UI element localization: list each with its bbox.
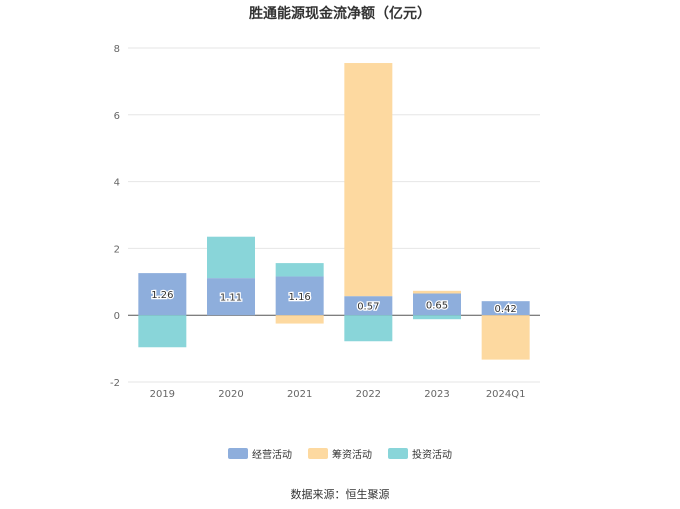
bar-投资活动-2019 [138,315,187,348]
data-label: 1.16 [289,292,311,303]
bar-经营活动-2020 [207,278,255,316]
data-label: 1.26 [151,290,173,301]
legend-label: 筹资活动 [332,450,372,461]
bar-经营活动-2022 [344,296,393,316]
cash-flow-chart: -2 0 2 4 6 8 2019 2020 2021 2022 2023 2024Q1 1.26 1.1… [110,44,540,400]
x-tick-label: 2020 [218,389,243,400]
bar-筹资活动-2021 [275,315,324,324]
bar-投资活动-2021 [275,263,324,277]
legend-item[interactable]: 经营活动 [228,446,292,461]
x-tick-label: 2021 [287,389,312,400]
legend-swatch [308,448,328,459]
bar-筹资活动-2024Q1 [481,315,530,360]
x-tick-label: 2023 [424,389,449,400]
data-source: 数据来源：恒生聚源 [290,488,390,501]
legend-swatch [388,448,408,459]
y-tick-label: 4 [114,178,120,189]
y-tick-label: 0 [114,311,120,322]
bar-经营活动-2024Q1 [481,301,530,316]
legend-label: 经营活动 [252,450,292,461]
bar-投资活动-2020 [207,236,255,279]
bar-投资活动-2023 [413,315,461,320]
x-tick-label: 2024Q1 [486,389,526,400]
y-tick-label: -2 [110,378,120,389]
legend: 经营活动 筹资活动 投资活动 [0,446,680,461]
legend-label: 投资活动 [412,450,452,461]
chart-title: 胜通能源现金流净额（亿元） [249,6,431,22]
data-label: 0.57 [357,302,379,313]
x-tick-label: 2019 [150,389,175,400]
data-label: 1.11 [220,293,242,304]
data-label: 0.42 [495,304,517,315]
legend-swatch [228,448,248,459]
bar-投资活动-2022 [344,315,393,342]
bar-经营活动-2019 [138,273,187,316]
data-label: 0.65 [426,300,448,311]
bar-经营活动-2021 [275,276,324,316]
y-tick-label: 2 [114,244,120,255]
y-tick-label: 6 [114,111,120,122]
legend-item[interactable]: 筹资活动 [308,446,372,461]
bar-筹资活动-2022 [344,63,393,297]
y-tick-label: 8 [114,44,120,55]
bar-经营活动-2023 [413,293,461,316]
legend-item[interactable]: 投资活动 [388,446,452,461]
bar-筹资活动-2023 [413,290,461,294]
x-tick-label: 2022 [356,389,381,400]
